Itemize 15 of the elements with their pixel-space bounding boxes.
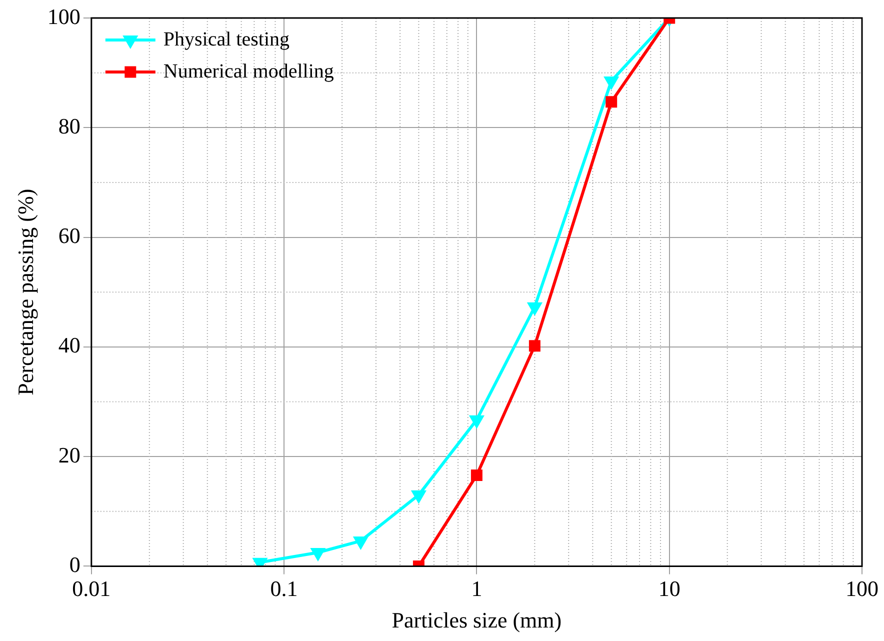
y-tick-label: 60: [58, 223, 80, 248]
x-axis-title: Particles size (mm): [392, 608, 562, 633]
x-tick-label: 0.01: [72, 576, 111, 602]
y-tick-label: 20: [58, 442, 80, 468]
y-tick-label: 80: [58, 113, 80, 138]
legend-label: Physical testing: [163, 28, 290, 50]
y-tick-label: 100: [47, 4, 80, 29]
x-tick-label: 100: [846, 576, 878, 602]
legend-label: Numerical modelling: [163, 60, 334, 82]
x-tick-label: 0.1: [270, 576, 298, 602]
x-tick-label: 1: [471, 576, 482, 602]
y-axis-title: Percetange passing (%): [12, 188, 38, 396]
y-tick-label: 40: [58, 332, 80, 358]
x-tick-label: 10: [658, 576, 680, 602]
y-tick-label: 0: [69, 552, 80, 577]
